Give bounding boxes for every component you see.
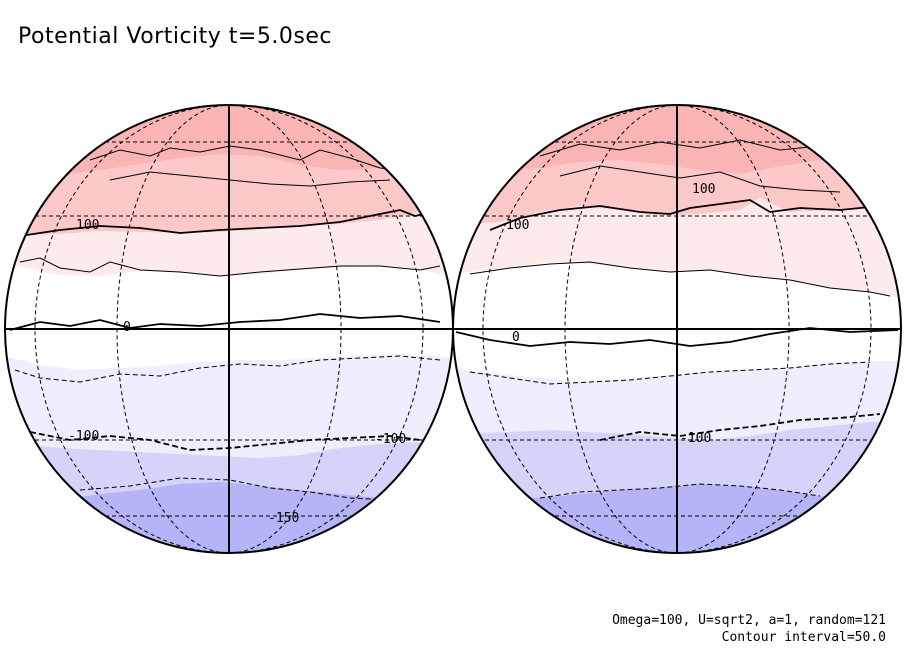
band-north-weak [453, 198, 901, 300]
band-south-weak [453, 360, 901, 440]
contour-label: 100 [506, 218, 529, 233]
right-globe-outline [452, 104, 902, 554]
contour-label: 0 [512, 330, 520, 345]
contour-label: -100 [680, 431, 711, 446]
contour-label: -100 [68, 429, 99, 444]
plot-title: Potential Vorticity t=5.0sec [18, 24, 332, 49]
contour-interval-note: Contour interval=50.0 [721, 630, 886, 645]
parameters-note: Omega=100, U=sqrt2, a=1, random=121 [612, 613, 886, 628]
contour-label: -150 [268, 511, 299, 526]
contour-label: 100 [76, 218, 99, 233]
contour-label: -100 [375, 432, 406, 447]
contour-label: 100 [692, 182, 715, 197]
left-globe [5, 105, 453, 553]
contour-label: 0 [123, 320, 131, 335]
